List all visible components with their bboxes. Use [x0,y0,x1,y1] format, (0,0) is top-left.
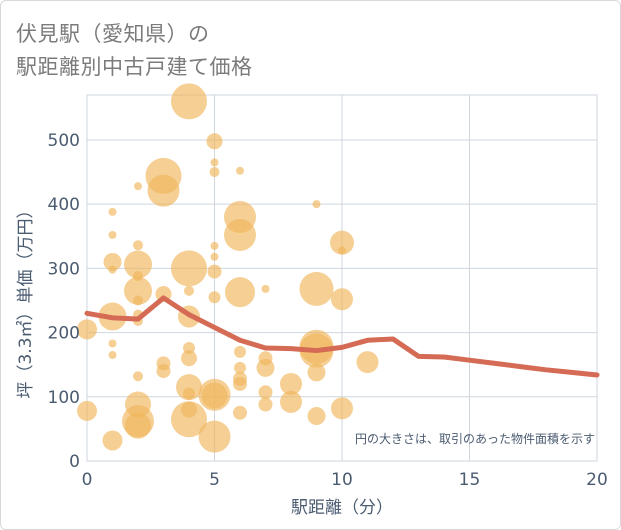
data-bubble [356,351,379,374]
data-bubble [331,397,353,420]
chart-title-line-1: 伏見駅（愛知県）の [16,22,210,46]
data-bubble [234,345,246,358]
data-bubble [258,385,273,400]
y-tick-label: 400 [48,195,80,215]
data-bubble [224,218,256,251]
y-tick-label: 300 [48,259,80,279]
data-bubble [124,276,152,305]
data-bubble [256,358,275,377]
data-bubble [171,401,207,438]
data-bubble [156,364,171,379]
data-bubble [134,182,142,191]
data-bubble [312,200,321,209]
x-tick-label: 10 [331,470,353,490]
data-bubble [108,339,117,348]
data-bubble [331,288,353,311]
x-tick-label: 20 [586,470,608,490]
data-bubble [125,412,151,439]
data-bubble [183,387,195,400]
data-bubble [124,250,152,279]
data-bubble [201,382,228,409]
data-bubble [133,371,143,382]
data-bubble [261,284,270,293]
data-bubble [210,241,219,250]
data-bubble [233,376,247,391]
data-bubble [280,390,302,413]
data-bubble [209,167,220,178]
data-bubble [108,207,117,216]
data-bubble [207,264,222,279]
x-tick-label: 5 [209,470,220,490]
data-bubble [225,277,255,308]
data-bubble [133,295,143,306]
y-axis-title: 坪（3.3㎡）単価（万円） [16,201,36,398]
data-bubble [184,285,194,296]
chart-title-line-2: 駅距離別中古戸建て価格 [16,55,253,79]
data-bubble [171,250,207,287]
trend-line [84,295,600,378]
data-bubble [210,158,219,167]
data-bubble [299,271,334,306]
data-bubble [147,174,180,207]
data-bubble [330,230,354,255]
data-bubble [208,291,221,304]
data-bubble [77,400,97,421]
bubble-layer [77,83,379,453]
data-bubble [108,265,117,274]
x-tick-label: 0 [82,470,93,490]
data-bubble [280,372,302,395]
data-bubble [210,252,219,261]
y-tick-label: 500 [48,131,80,151]
x-tick-label: 15 [459,470,481,490]
y-tick-label: 100 [48,388,80,408]
data-bubble [133,240,143,251]
y-tick-label: 200 [48,324,80,344]
chart-title: 伏見駅（愛知県）の 駅距離別中古戸建て価格 [16,18,253,84]
data-bubble [206,133,223,150]
data-bubble [258,397,273,412]
data-bubble [236,166,244,175]
data-bubble [233,405,247,420]
data-bubble [181,350,197,367]
data-bubble [108,351,117,360]
data-bubble [198,420,231,453]
bubble-size-note: 円の大きさは、取引のあった物件面積を示す [355,431,595,446]
data-bubble [171,83,207,120]
y-tick-label: 0 [69,452,80,472]
data-bubble [108,230,117,239]
data-bubble [307,363,326,382]
data-bubble [338,246,346,255]
data-bubble [307,407,326,426]
data-bubble [77,319,97,340]
data-bubble [103,252,122,271]
data-bubble [102,430,123,451]
x-axis-title: 駅距離（分） [291,498,393,518]
data-bubble [234,361,246,374]
data-bubble [176,374,202,401]
